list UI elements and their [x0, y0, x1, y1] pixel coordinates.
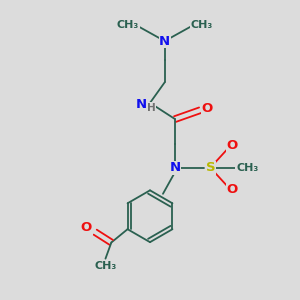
Text: O: O — [81, 221, 92, 234]
Text: N: N — [159, 34, 170, 48]
Text: O: O — [227, 183, 238, 196]
Text: CH₃: CH₃ — [190, 20, 213, 30]
Text: N: N — [136, 98, 147, 111]
Text: N: N — [169, 161, 181, 174]
Text: CH₃: CH₃ — [236, 163, 258, 173]
Text: O: O — [202, 102, 213, 115]
Text: O: O — [227, 139, 238, 152]
Text: S: S — [206, 161, 215, 174]
Text: CH₃: CH₃ — [117, 20, 139, 30]
Text: H: H — [147, 103, 156, 113]
Text: CH₃: CH₃ — [94, 261, 117, 271]
